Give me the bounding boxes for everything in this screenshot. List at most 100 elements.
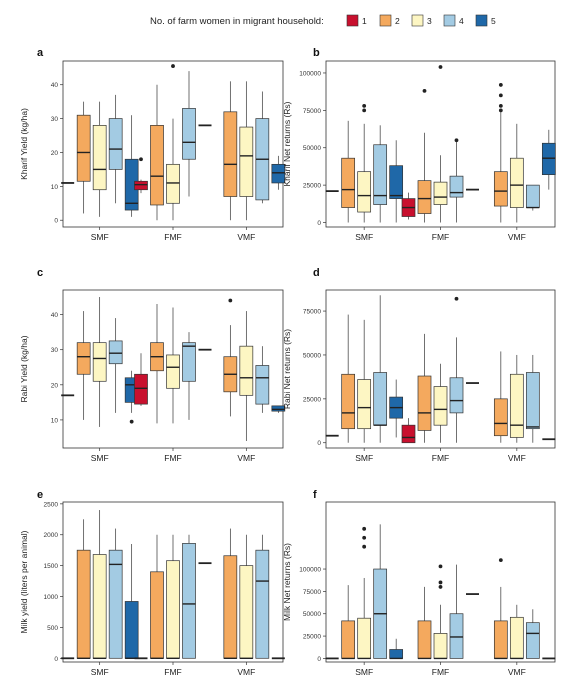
box-SMF-2 <box>76 519 91 659</box>
box-FMF-2 <box>150 304 164 424</box>
box-body <box>239 126 254 197</box>
box-body <box>509 373 524 438</box>
box-body <box>449 175 464 198</box>
box-body <box>449 613 464 659</box>
box-body <box>255 549 270 659</box>
x-tick-label-VMF: VMF <box>508 232 526 242</box>
outlier-point <box>171 64 175 68</box>
outlier-point <box>498 103 503 108</box>
y-tick-label: 40 <box>51 82 59 89</box>
y-tick-label: 25000 <box>303 634 321 641</box>
box-FMF-4 <box>449 296 464 443</box>
box-VMF-2 <box>493 558 508 660</box>
panel-a: a 0 10 20 30 40 Kharif Yield (kg/ha) SMF FMF VMF <box>19 47 286 242</box>
box-body <box>255 365 270 405</box>
box-body <box>525 372 540 430</box>
x-tick-label-VMF: VMF <box>237 453 255 463</box>
box-body <box>76 549 91 659</box>
y-tick-label: 50000 <box>303 352 321 359</box>
box-SMF-3 <box>92 297 107 427</box>
box-body <box>389 165 404 199</box>
y-tick-label: 20 <box>51 382 59 389</box>
x-tick-label-VMF: VMF <box>237 667 255 677</box>
y-tick-label: 1500 <box>44 563 59 570</box>
legend-label-3: 3 <box>427 16 432 26</box>
panel-f: f 0 25000 50000 75000 100000 Milk Net returns … <box>282 489 556 677</box>
legend-swatch-5 <box>475 14 488 27</box>
box-FMF-3 <box>166 64 180 221</box>
x-tick-label-VMF: VMF <box>508 667 526 677</box>
outlier-point <box>129 419 134 424</box>
box-SMF-4 <box>108 94 123 204</box>
y-tick-label: 1000 <box>44 594 59 601</box>
box-FMF-2 <box>417 89 432 223</box>
box-FMF-4 <box>182 71 196 197</box>
box-FMF-3 <box>433 363 448 443</box>
x-tick-label-SMF: SMF <box>91 667 109 677</box>
y-tick-label: 50000 <box>303 145 321 152</box>
box-FMF-3 <box>433 65 448 223</box>
box-body <box>433 181 448 205</box>
panel-letter: b <box>313 47 320 59</box>
x-tick-label-SMF: SMF <box>355 667 373 677</box>
box-SMF-5 <box>389 140 404 223</box>
box-body <box>182 108 196 160</box>
legend-swatch-3 <box>411 14 424 27</box>
x-tick-label-SMF: SMF <box>91 453 109 463</box>
box-SMF-2 <box>341 585 356 660</box>
box-SMF-5 <box>124 544 139 659</box>
box-body <box>373 372 388 426</box>
x-tick-label-VMF: VMF <box>508 453 526 463</box>
box-VMF-3 <box>509 354 524 443</box>
box-SMF-2 <box>341 120 356 223</box>
legend-swatch-1 <box>346 14 359 27</box>
box-body <box>433 386 448 426</box>
box-FMF-1 <box>401 192 416 220</box>
box-VMF-3 <box>509 604 524 660</box>
outlier-point <box>362 535 367 540</box>
box-VMF-4 <box>255 534 270 659</box>
box-body <box>433 633 448 659</box>
legend: No. of farm women in migrant household: … <box>150 14 496 27</box>
box-body <box>108 549 123 659</box>
box-SMF-4 <box>108 528 123 659</box>
y-axis-label: Rabi Yield (kg/ha) <box>19 335 29 402</box>
box-SMF-4 <box>373 125 388 223</box>
box-SMF-2 <box>76 311 91 420</box>
panel-letter: e <box>37 489 43 501</box>
outlier-point <box>498 83 503 87</box>
x-tick-label-FMF: FMF <box>432 232 449 242</box>
box-FMF-2 <box>150 534 164 659</box>
box-body <box>108 340 123 365</box>
box-body <box>509 616 524 659</box>
x-tick-label-SMF: SMF <box>91 232 109 242</box>
box-FMF-1 <box>134 157 148 194</box>
box-body <box>166 163 180 204</box>
box-body <box>525 184 540 208</box>
box-FMF-2 <box>150 84 164 221</box>
box-FMF-2 <box>417 333 432 443</box>
x-tick-label-SMF: SMF <box>355 453 373 463</box>
x-tick-label-SMF: SMF <box>355 232 373 242</box>
box-SMF-5 <box>389 638 404 660</box>
panel-d: d 0 25000 50000 75000 Rabi Net returns (Rs) SM… <box>282 267 556 463</box>
box-body <box>493 398 508 437</box>
y-axis-label: Milk Net returns (Rs) <box>282 543 292 621</box>
box-body <box>271 405 286 412</box>
box-body <box>541 142 556 176</box>
y-tick-label: 25000 <box>303 183 321 190</box>
y-tick-label: 50000 <box>303 611 321 618</box>
legend-swatch-2 <box>379 14 392 27</box>
y-tick-label: 75000 <box>303 108 321 115</box>
y-tick-label: 25000 <box>303 396 321 403</box>
box-SMF-2 <box>76 101 91 214</box>
outlier-point <box>454 296 459 301</box>
legend-label-2: 2 <box>395 16 400 26</box>
box-FMF-1 <box>134 353 148 406</box>
box-body <box>401 424 416 444</box>
box-body <box>134 180 148 191</box>
y-tick-label: 40 <box>51 312 59 319</box>
y-tick-label: 0 <box>54 656 58 663</box>
box-VMF-5 <box>271 155 286 190</box>
panel-b: b 0 25000 50000 75000 100000 Kharif Net return… <box>282 47 556 242</box>
